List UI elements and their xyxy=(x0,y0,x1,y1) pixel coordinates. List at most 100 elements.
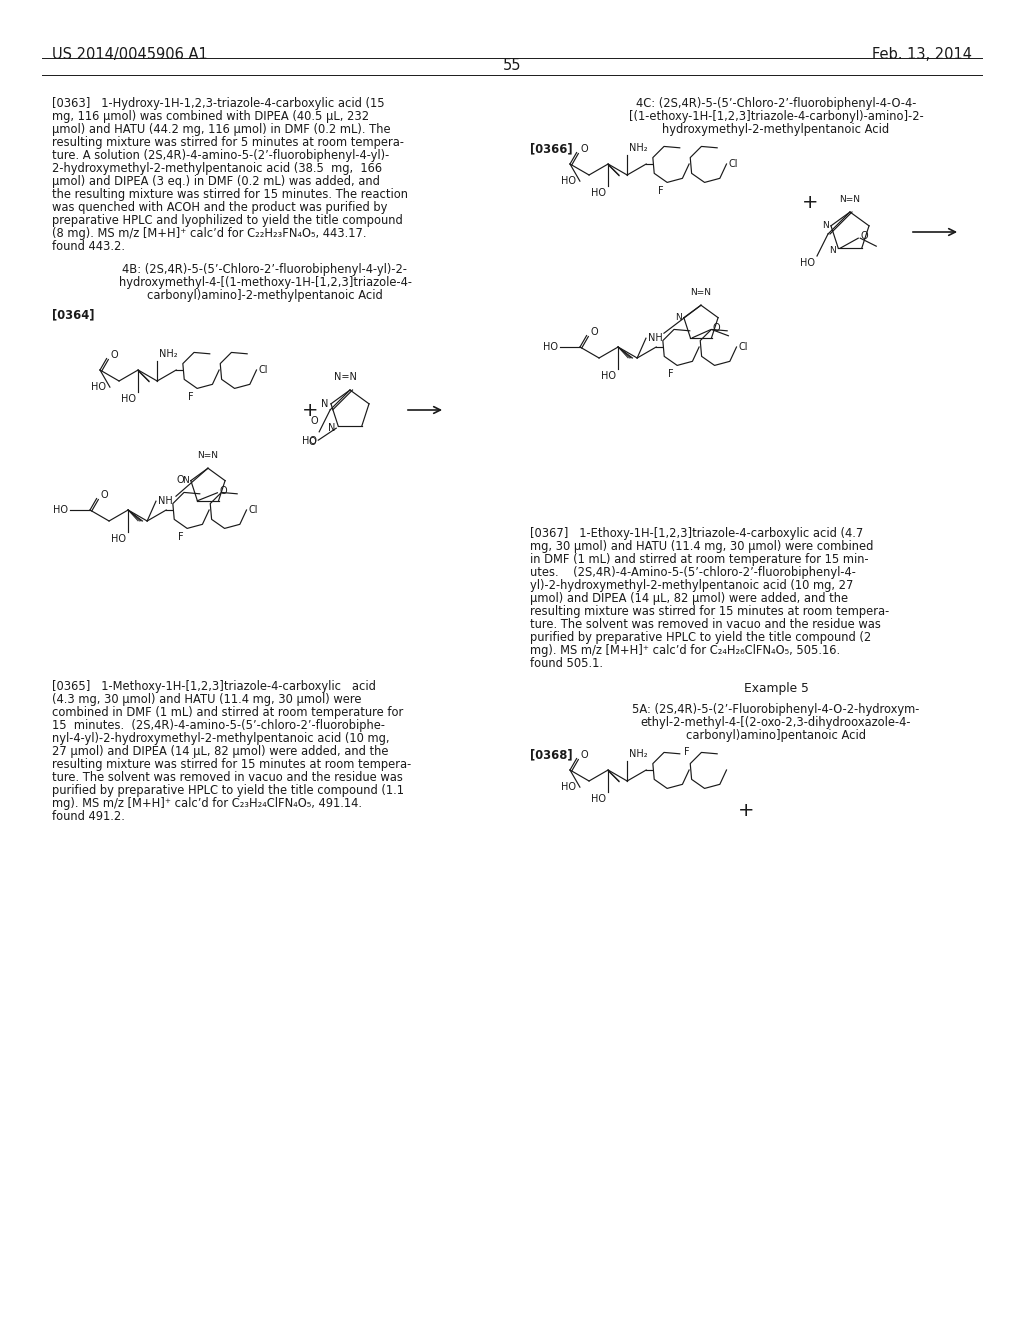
Text: HO: HO xyxy=(302,436,317,446)
Text: carbonyl)amino]-2-methylpentanoic Acid: carbonyl)amino]-2-methylpentanoic Acid xyxy=(147,289,383,302)
Text: was quenched with ACOH and the product was purified by: was quenched with ACOH and the product w… xyxy=(52,201,387,214)
Text: O: O xyxy=(311,416,318,426)
Text: HO: HO xyxy=(543,342,558,352)
Text: [0363]   1-Hydroxy-1H-1,2,3-triazole-4-carboxylic acid (15: [0363] 1-Hydroxy-1H-1,2,3-triazole-4-car… xyxy=(52,96,385,110)
Text: [(1-ethoxy-1H-[1,2,3]triazole-4-carbonyl)-amino]-2-: [(1-ethoxy-1H-[1,2,3]triazole-4-carbonyl… xyxy=(629,110,924,123)
Text: O: O xyxy=(591,326,598,337)
Text: HO: HO xyxy=(53,506,69,515)
Text: N: N xyxy=(675,313,682,322)
Text: HO: HO xyxy=(601,371,616,381)
Text: O: O xyxy=(100,490,109,499)
Text: N=N: N=N xyxy=(690,288,712,297)
Text: μmol) and DIPEA (3 eq.) in DMF (0.2 mL) was added, and: μmol) and DIPEA (3 eq.) in DMF (0.2 mL) … xyxy=(52,176,380,187)
Text: Feb. 13, 2014: Feb. 13, 2014 xyxy=(872,48,972,62)
Text: O: O xyxy=(219,486,227,496)
Text: O: O xyxy=(581,750,588,759)
Text: μmol) and HATU (44.2 mg, 116 μmol) in DMF (0.2 mL). The: μmol) and HATU (44.2 mg, 116 μmol) in DM… xyxy=(52,123,390,136)
Text: N=N: N=N xyxy=(198,451,218,461)
Text: N: N xyxy=(822,222,829,230)
Text: hydroxymethyl-2-methylpentanoic Acid: hydroxymethyl-2-methylpentanoic Acid xyxy=(663,123,890,136)
Text: found 491.2.: found 491.2. xyxy=(52,810,125,822)
Text: (4.3 mg, 30 μmol) and HATU (11.4 mg, 30 μmol) were: (4.3 mg, 30 μmol) and HATU (11.4 mg, 30 … xyxy=(52,693,361,706)
Text: [0368]: [0368] xyxy=(530,748,572,762)
Text: ture. The solvent was removed in vacuo and the residue was: ture. The solvent was removed in vacuo a… xyxy=(52,771,402,784)
Text: HO: HO xyxy=(121,393,136,404)
Text: mg). MS m/z [M+H]⁺ calc’d for C₂₄H₂₆ClFN₄O₅, 505.16.: mg). MS m/z [M+H]⁺ calc’d for C₂₄H₂₆ClFN… xyxy=(530,644,840,657)
Text: yl)-2-hydroxymethyl-2-methylpentanoic acid (10 mg, 27: yl)-2-hydroxymethyl-2-methylpentanoic ac… xyxy=(530,579,853,591)
Text: 4B: (2S,4R)-5-(5’-Chloro-2’-fluorobiphenyl-4-yl)-2-: 4B: (2S,4R)-5-(5’-Chloro-2’-fluorobiphen… xyxy=(123,263,408,276)
Text: mg). MS m/z [M+H]⁺ calc’d for C₂₃H₂₄ClFN₄O₅, 491.14.: mg). MS m/z [M+H]⁺ calc’d for C₂₃H₂₄ClFN… xyxy=(52,797,362,810)
Text: HO: HO xyxy=(591,187,606,198)
Text: hydroxymethyl-4-[(1-methoxy-1H-[1,2,3]triazole-4-: hydroxymethyl-4-[(1-methoxy-1H-[1,2,3]tr… xyxy=(119,276,412,289)
Text: F: F xyxy=(684,747,690,758)
Text: N: N xyxy=(829,246,837,255)
Text: 55: 55 xyxy=(503,58,521,74)
Text: preparative HPLC and lyophilized to yield the title compound: preparative HPLC and lyophilized to yiel… xyxy=(52,214,402,227)
Text: N=N: N=N xyxy=(334,372,356,381)
Text: 5A: (2S,4R)-5-(2’-Fluorobiphenyl-4-O-2-hydroxym-: 5A: (2S,4R)-5-(2’-Fluorobiphenyl-4-O-2-h… xyxy=(632,704,920,715)
Text: N=N: N=N xyxy=(840,195,860,205)
Text: ethyl-2-methyl-4-[(2-oxo-2,3-dihydrooxazole-4-: ethyl-2-methyl-4-[(2-oxo-2,3-dihydrooxaz… xyxy=(641,715,911,729)
Text: F: F xyxy=(188,392,194,403)
Text: NH₂: NH₂ xyxy=(159,350,178,359)
Text: Cl: Cl xyxy=(728,158,738,169)
Text: NH: NH xyxy=(158,496,173,506)
Text: NH: NH xyxy=(648,333,663,343)
Text: [0366]: [0366] xyxy=(530,143,572,154)
Text: O: O xyxy=(176,475,183,486)
Text: N: N xyxy=(182,477,188,486)
Text: HO: HO xyxy=(112,535,126,544)
Text: 15  minutes.  (2S,4R)-4-amino-5-(5’-chloro-2’-fluorobiphe-: 15 minutes. (2S,4R)-4-amino-5-(5’-chloro… xyxy=(52,719,385,733)
Text: resulting mixture was stirred for 5 minutes at room tempera-: resulting mixture was stirred for 5 minu… xyxy=(52,136,404,149)
Text: found 505.1.: found 505.1. xyxy=(530,657,603,671)
Text: carbonyl)amino]pentanoic Acid: carbonyl)amino]pentanoic Acid xyxy=(686,729,866,742)
Text: [0365]   1-Methoxy-1H-[1,2,3]triazole-4-carboxylic   acid: [0365] 1-Methoxy-1H-[1,2,3]triazole-4-ca… xyxy=(52,680,376,693)
Text: 2-hydroxymethyl-2-methylpentanoic acid (38.5  mg,  166: 2-hydroxymethyl-2-methylpentanoic acid (… xyxy=(52,162,382,176)
Text: HO: HO xyxy=(800,257,815,268)
Text: NH₂: NH₂ xyxy=(629,750,648,759)
Text: 27 μmol) and DIPEA (14 μL, 82 μmol) were added, and the: 27 μmol) and DIPEA (14 μL, 82 μmol) were… xyxy=(52,744,388,758)
Text: HO: HO xyxy=(91,383,105,392)
Text: O: O xyxy=(713,323,720,333)
Text: Cl: Cl xyxy=(738,342,748,352)
Text: the resulting mixture was stirred for 15 minutes. The reaction: the resulting mixture was stirred for 15… xyxy=(52,187,408,201)
Text: US 2014/0045906 A1: US 2014/0045906 A1 xyxy=(52,48,208,62)
Text: +: + xyxy=(802,193,818,211)
Text: F: F xyxy=(658,186,664,197)
Text: mg, 30 μmol) and HATU (11.4 mg, 30 μmol) were combined: mg, 30 μmol) and HATU (11.4 mg, 30 μmol)… xyxy=(530,540,873,553)
Text: found 443.2.: found 443.2. xyxy=(52,240,125,253)
Text: Cl: Cl xyxy=(249,506,258,515)
Text: O: O xyxy=(111,350,118,359)
Text: +: + xyxy=(738,800,755,820)
Text: O: O xyxy=(860,231,868,242)
Text: 4C: (2S,4R)-5-(5’-Chloro-2’-fluorobiphenyl-4-O-4-: 4C: (2S,4R)-5-(5’-Chloro-2’-fluorobiphen… xyxy=(636,96,916,110)
Text: O: O xyxy=(581,144,588,153)
Text: +: + xyxy=(302,400,318,420)
Text: [0367]   1-Ethoxy-1H-[1,2,3]triazole-4-carboxylic acid (4.7: [0367] 1-Ethoxy-1H-[1,2,3]triazole-4-car… xyxy=(530,527,863,540)
Text: (8 mg). MS m/z [M+H]⁺ calc’d for C₂₂H₂₃FN₄O₅, 443.17.: (8 mg). MS m/z [M+H]⁺ calc’d for C₂₂H₂₃F… xyxy=(52,227,367,240)
Text: utes.    (2S,4R)-4-Amino-5-(5’-chloro-2’-fluorobiphenyl-4-: utes. (2S,4R)-4-Amino-5-(5’-chloro-2’-fl… xyxy=(530,566,856,579)
Text: ture. A solution (2S,4R)-4-amino-5-(2’-fluorobiphenyl-4-yl)-: ture. A solution (2S,4R)-4-amino-5-(2’-f… xyxy=(52,149,389,162)
Text: Example 5: Example 5 xyxy=(743,682,808,696)
Text: in DMF (1 mL) and stirred at room temperature for 15 min-: in DMF (1 mL) and stirred at room temper… xyxy=(530,553,868,566)
Text: resulting mixture was stirred for 15 minutes at room tempera-: resulting mixture was stirred for 15 min… xyxy=(52,758,412,771)
Text: N: N xyxy=(328,424,335,433)
Text: F: F xyxy=(178,532,184,543)
Text: mg, 116 μmol) was combined with DIPEA (40.5 μL, 232: mg, 116 μmol) was combined with DIPEA (4… xyxy=(52,110,369,123)
Text: NH₂: NH₂ xyxy=(629,143,648,153)
Text: combined in DMF (1 mL) and stirred at room temperature for: combined in DMF (1 mL) and stirred at ro… xyxy=(52,706,403,719)
Text: N: N xyxy=(321,399,328,409)
Text: μmol) and DIPEA (14 μL, 82 μmol) were added, and the: μmol) and DIPEA (14 μL, 82 μmol) were ad… xyxy=(530,591,848,605)
Text: F: F xyxy=(669,370,674,379)
Text: nyl-4-yl)-2-hydroxymethyl-2-methylpentanoic acid (10 mg,: nyl-4-yl)-2-hydroxymethyl-2-methylpentan… xyxy=(52,733,389,744)
Text: resulting mixture was stirred for 15 minutes at room tempera-: resulting mixture was stirred for 15 min… xyxy=(530,605,889,618)
Text: HO: HO xyxy=(561,176,575,186)
Text: purified by preparative HPLC to yield the title compound (2: purified by preparative HPLC to yield th… xyxy=(530,631,871,644)
Text: ture. The solvent was removed in vacuo and the residue was: ture. The solvent was removed in vacuo a… xyxy=(530,618,881,631)
Text: purified by preparative HPLC to yield the title compound (1.1: purified by preparative HPLC to yield th… xyxy=(52,784,404,797)
Text: HO: HO xyxy=(591,795,606,804)
Text: O: O xyxy=(308,437,316,447)
Text: HO: HO xyxy=(561,783,575,792)
Text: [0364]: [0364] xyxy=(52,308,94,321)
Text: Cl: Cl xyxy=(258,366,268,375)
